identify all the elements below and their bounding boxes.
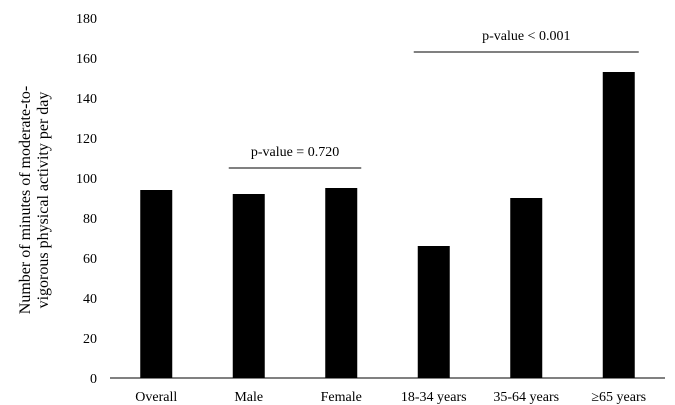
- x-tick-label: ≥65 years: [591, 390, 646, 405]
- y-tick-label: 80: [83, 212, 97, 227]
- x-tick-label: Overall: [135, 390, 177, 405]
- bars: [140, 72, 635, 378]
- annotations: p-value = 0.720 p-value < 0.001: [228, 29, 639, 169]
- x-tick-label: 18-34 years: [401, 390, 467, 405]
- p-value-label: p-value < 0.001: [482, 29, 570, 44]
- y-tick-label: 20: [83, 332, 97, 347]
- x-tick-label: 35-64 years: [493, 390, 559, 405]
- y-tick-label: 100: [76, 172, 97, 187]
- x-axis-ticks: Overall Male Female 18-34 years 35-64 years ≥…: [135, 390, 646, 405]
- bar: [232, 194, 265, 378]
- y-tick-label: 120: [76, 132, 97, 147]
- bar: [510, 198, 543, 378]
- bar: [325, 188, 358, 378]
- y-tick-label: 60: [83, 252, 97, 267]
- y-axis-label: Number of minutes of moderate-to- vigoro…: [17, 86, 52, 314]
- bar: [602, 72, 635, 378]
- bar: [140, 190, 173, 378]
- y-tick-label: 180: [76, 12, 97, 27]
- x-tick-label: Female: [321, 390, 362, 405]
- y-tick-label: 140: [76, 92, 97, 107]
- y-tick-label: 0: [90, 372, 97, 387]
- y-axis-label-line-1: Number of minutes of moderate-to-: [17, 86, 34, 314]
- bar: [417, 246, 450, 378]
- x-tick-label: Male: [234, 390, 263, 405]
- y-axis-label-line-2: vigorous physical activity per day: [35, 92, 52, 309]
- y-tick-label: 40: [83, 292, 97, 307]
- p-value-label: p-value = 0.720: [251, 145, 339, 160]
- y-axis-ticks: 0 20 40 60 80 100 120 140 160 180: [76, 12, 97, 387]
- y-tick-label: 160: [76, 52, 97, 67]
